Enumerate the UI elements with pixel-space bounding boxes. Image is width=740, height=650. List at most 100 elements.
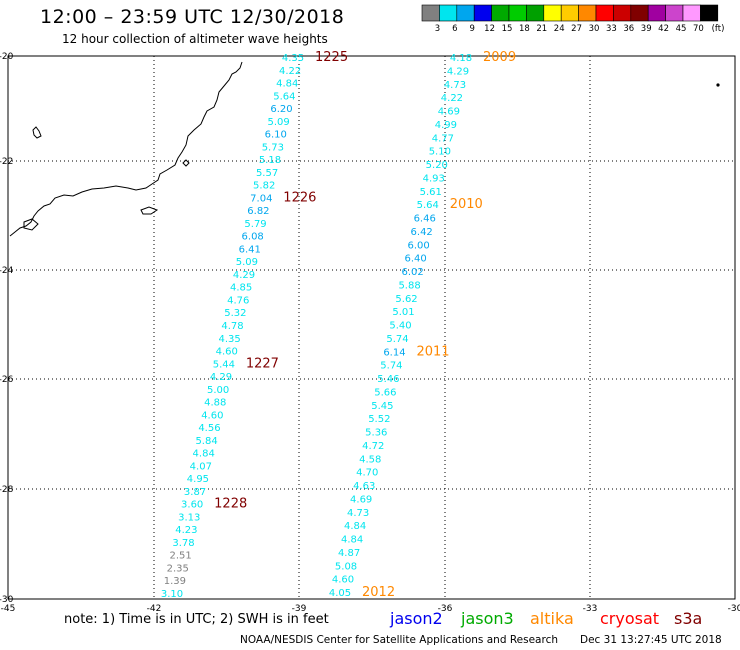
legend-label: 39 [641,24,652,34]
wave-height-value: 4.84 [193,449,215,460]
time-label: 2012 [362,585,395,600]
wave-height-value: 6.20 [270,104,292,115]
wave-height-value: 5.20 [426,160,448,171]
wave-height-value: 5.73 [262,142,284,153]
latitude-labels: -20 -22 -24 -26 -28 -30 [0,52,14,605]
wave-height-value: 6.14 [383,347,405,358]
wave-height-value: 4.29 [210,372,232,383]
longitude-label: -39 [292,604,307,614]
wave-height-value: 4.84 [276,79,298,90]
island-outline [32,126,42,139]
wave-height-value: 5.64 [417,200,439,211]
legend-swatch [578,4,597,22]
wave-height-value: 4.88 [204,398,226,409]
wave-height-value: 5.46 [377,374,399,385]
latitude-label: -22 [0,157,13,167]
island-outline [182,159,190,167]
legend: 3 6 9 12 15 18 21 24 27 30 33 36 39 42 45 70 (ft) [421,4,724,34]
legend-label: 12 [484,24,495,34]
satellite-cryosat: cryosat [600,609,660,628]
wave-height-value: 4.60 [332,575,354,586]
longitude-labels: -45 -42 -39 -36 -33 -30 [1,604,740,614]
wave-height-value: 5.88 [398,280,420,291]
legend-label: 9 [469,24,474,34]
wave-height-value: 5.52 [368,414,390,425]
wave-height-value: 4.29 [233,270,255,281]
wave-height-value: 6.40 [404,254,426,265]
wave-height-value: 3.10 [161,589,183,600]
legend-label: 42 [658,24,669,34]
wave-height-value: 5.01 [392,307,414,318]
wave-height-value: 2.35 [167,563,189,574]
wave-height-value: 5.64 [273,91,295,102]
wave-height-value: 6.08 [242,232,264,243]
wave-height-value: 6.41 [239,244,261,255]
time-label: 1226 [283,190,316,205]
wave-height-value: 7.04 [250,193,272,204]
longitude-label: -45 [1,604,16,614]
longitude-label: -33 [583,604,598,614]
legend-swatch [630,4,649,22]
legend-label: 6 [452,24,457,34]
wave-height-value: 5.40 [389,321,411,332]
wave-height-value: 5.82 [253,181,275,192]
wave-height-value: 3.78 [172,538,194,549]
time-label: 1228 [214,497,247,512]
wave-height-value: 4.63 [353,481,375,492]
footer-credit: NOAA/NESDIS Center for Satellite Applica… [240,634,558,646]
wave-height-value: 4.84 [341,535,363,546]
wave-height-value: 4.35 [282,53,304,64]
satellite-s3a: s3a [674,609,703,628]
wave-height-value: 4.60 [201,410,223,421]
wave-height-value: 3.60 [181,500,203,511]
wave-height-value: 4.70 [356,468,378,479]
legend-label: 27 [571,24,582,34]
legend-label: 24 [554,24,565,34]
legend-label: 18 [519,24,530,34]
wave-height-value: 5.10 [429,147,451,158]
wave-height-value: 5.74 [386,334,408,345]
wave-height-value: 4.87 [338,548,360,559]
lat-gridlines [8,160,735,490]
satellite-jason3: jason3 [461,609,514,628]
wave-height-value: 5.08 [335,561,357,572]
wave-height-value: 4.05 [329,588,351,599]
bay-outline [23,218,39,231]
wave-height-value: 4.95 [187,474,209,485]
wave-height-value: 5.57 [256,168,278,179]
wave-height-value: 5.45 [371,401,393,412]
wave-height-value: 5.36 [365,428,387,439]
wave-height-value: 6.82 [247,206,269,217]
wave-height-value: 5.18 [259,155,281,166]
legend-swatch [439,4,458,22]
time-label: 2011 [416,344,449,359]
legend-label: 15 [502,24,513,34]
wave-height-value: 4.78 [221,321,243,332]
map-subtitle: 12 hour collection of altimeter wave hei… [62,32,328,46]
footer-timestamp: Dec 31 13:27:45 UTC 2018 [580,634,722,646]
wave-height-value: 5.74 [380,361,402,372]
wave-height-value: 4.23 [175,525,197,536]
wave-height-value: 5.66 [374,387,396,398]
legend-label: 70 [693,24,704,34]
wave-height-value: 5.09 [236,257,258,268]
legend-swatch [682,4,701,22]
wave-height-value: 3.13 [178,512,200,523]
latitude-label: -26 [0,375,14,385]
wave-height-value: 4.22 [279,66,301,77]
wave-height-value: 4.72 [362,441,384,452]
wave-height-value: 4.58 [359,454,381,465]
time-label: 1227 [246,356,279,371]
units-note: note: 1) Time is in UTC; 2) SWH is in fe… [64,612,329,627]
altimeter-tracks: 4.354.224.845.646.205.096.105.735.185.57… [161,50,516,600]
legend-swatch [560,4,579,22]
longitude-label: -30 [728,604,740,614]
legend-label: 30 [589,24,600,34]
wave-height-value: 3.87 [184,487,206,498]
wave-height-value: 4.93 [423,173,445,184]
wave-height-value: 2.51 [170,551,192,562]
longitude-label: -42 [147,604,162,614]
wave-height-value: 6.00 [408,240,430,251]
latitude-label: -24 [0,266,14,276]
